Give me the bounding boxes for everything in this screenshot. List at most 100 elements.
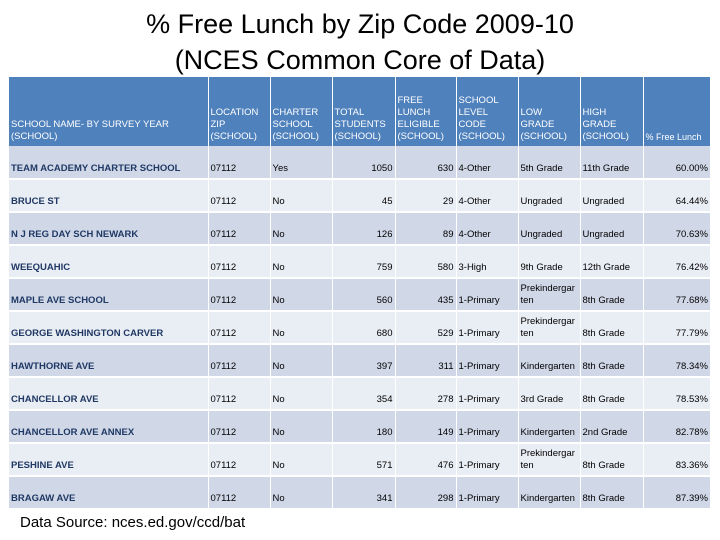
cell-school-level-code: 1-Primary: [456, 311, 519, 345]
cell-low-grade: 9th Grade: [518, 245, 581, 279]
cell-high-grade: 11th Grade: [580, 146, 644, 180]
cell-total-students: 397: [332, 344, 396, 378]
cell-school-level-code: 4-Other: [456, 146, 519, 180]
cell-school-name: CHANCELLOR AVE: [9, 377, 209, 411]
cell-school-name: BRAGAW AVE: [9, 476, 209, 510]
column-header-line: % Free Lunch: [645, 132, 702, 142]
cell-school-level-code: 1-Primary: [456, 344, 519, 378]
column-header-charter-school: CHARTER SCHOOL (SCHOOL): [270, 77, 333, 146]
cell-charter-school: No: [270, 443, 333, 477]
table-header-row: SCHOOL NAME- BY SURVEY YEAR (SCHOOL) LOCAT…: [9, 77, 710, 146]
cell-low-grade: Kindergarten: [518, 410, 581, 444]
cell-total-students: 1050: [332, 146, 396, 180]
table-row: MAPLE AVE SCHOOL 07112 No 560 435 1-Primary Pr…: [9, 278, 710, 312]
cell-pct-free-lunch: 64.44%: [643, 179, 710, 213]
column-header-line: (SCHOOL): [397, 131, 444, 142]
cell-high-grade: 8th Grade: [580, 443, 644, 477]
cell-charter-school: No: [270, 179, 333, 213]
cell-high-grade: 8th Grade: [580, 278, 644, 312]
table-row: HAWTHORNE AVE 07112 No 397 311 1-Primary Kinde…: [9, 344, 710, 378]
cell-high-grade: 2nd Grade: [580, 410, 644, 444]
table-body: TEAM ACADEMY CHARTER SCHOOL 07112 Yes 1050 6…: [9, 146, 710, 510]
cell-low-grade: Ungraded: [518, 179, 581, 213]
cell-charter-school: No: [270, 344, 333, 378]
cell-location-zip: 07112: [208, 410, 271, 444]
cell-free-lunch-eligible: 29: [395, 179, 457, 213]
title-line-2: (NCES Common Core of Data): [174, 45, 546, 75]
column-header-line: LOW GRADE: [520, 107, 555, 130]
cell-location-zip: 07112: [208, 476, 271, 510]
cell-low-grade: 5th Grade: [518, 146, 581, 180]
column-header-line: SCHOOL: [458, 95, 499, 106]
cell-pct-free-lunch: 70.63%: [643, 212, 710, 246]
cell-high-grade: 8th Grade: [580, 476, 644, 510]
cell-free-lunch-eligible: 529: [395, 311, 457, 345]
cell-total-students: 759: [332, 245, 396, 279]
column-header-pct-free-lunch: % Free Lunch: [643, 77, 710, 146]
cell-school-level-code: 1-Primary: [456, 377, 519, 411]
table-row: BRUCE ST 07112 No 45 29 4-Other Ungraded Ungrad…: [9, 179, 710, 213]
cell-free-lunch-eligible: 630: [395, 146, 457, 180]
title-line-1: % Free Lunch by Zip Code 2009-10: [146, 9, 574, 39]
cell-free-lunch-eligible: 311: [395, 344, 457, 378]
cell-location-zip: 07112: [208, 377, 271, 411]
cell-low-grade: Kindergarten: [518, 476, 581, 510]
column-header-school-level-code: SCHOOL LEVEL CODE (SCHOOL): [456, 77, 519, 146]
column-header-line: FREE LUNCH: [397, 95, 431, 118]
slide-title: % Free Lunch by Zip Code 2009-10 (NCES C…: [0, 6, 720, 78]
cell-school-name: TEAM ACADEMY CHARTER SCHOOL: [9, 146, 209, 180]
cell-low-grade: 3rd Grade: [518, 377, 581, 411]
cell-pct-free-lunch: 87.39%: [643, 476, 710, 510]
column-header-line: (SCHOOL): [458, 131, 505, 142]
cell-total-students: 571: [332, 443, 396, 477]
column-header-line: (SCHOOL): [520, 131, 567, 142]
column-header-line: (SCHOOL): [582, 131, 629, 142]
cell-school-name: BRUCE ST: [9, 179, 209, 213]
cell-charter-school: No: [270, 311, 333, 345]
cell-low-grade: Kindergarten: [518, 344, 581, 378]
cell-pct-free-lunch: 78.53%: [643, 377, 710, 411]
cell-location-zip: 07112: [208, 344, 271, 378]
cell-school-level-code: 1-Primary: [456, 476, 519, 510]
column-header-line: (SCHOOL): [210, 131, 257, 142]
cell-total-students: 45: [332, 179, 396, 213]
column-header-line: ELIGIBLE: [397, 119, 440, 130]
cell-charter-school: Yes: [270, 146, 333, 180]
cell-school-level-code: 1-Primary: [456, 443, 519, 477]
column-header-line: CHARTER: [272, 107, 319, 118]
cell-free-lunch-eligible: 476: [395, 443, 457, 477]
cell-high-grade: Ungraded: [580, 212, 644, 246]
cell-school-level-code: 3-High: [456, 245, 519, 279]
table-row: N J REG DAY SCH NEWARK 07112 No 126 89 4-Othe…: [9, 212, 710, 246]
cell-pct-free-lunch: 77.68%: [643, 278, 710, 312]
cell-school-name: N J REG DAY SCH NEWARK: [9, 212, 209, 246]
cell-total-students: 560: [332, 278, 396, 312]
column-header-line: LOCATION: [210, 107, 259, 118]
cell-charter-school: No: [270, 410, 333, 444]
cell-school-name: MAPLE AVE SCHOOL: [9, 278, 209, 312]
cell-total-students: 180: [332, 410, 396, 444]
cell-total-students: 354: [332, 377, 396, 411]
column-header-line: (SCHOOL): [334, 131, 381, 142]
cell-school-name: WEEQUAHIC: [9, 245, 209, 279]
cell-high-grade: 8th Grade: [580, 344, 644, 378]
cell-pct-free-lunch: 78.34%: [643, 344, 710, 378]
column-header-line: HIGH GRADE: [582, 107, 617, 130]
cell-location-zip: 07112: [208, 443, 271, 477]
cell-school-name: PESHINE AVE: [9, 443, 209, 477]
cell-high-grade: 8th Grade: [580, 377, 644, 411]
cell-low-grade: Prekindergarten: [518, 278, 581, 312]
cell-free-lunch-eligible: 298: [395, 476, 457, 510]
cell-pct-free-lunch: 60.00%: [643, 146, 710, 180]
cell-school-level-code: 1-Primary: [456, 410, 519, 444]
column-header-line: (SCHOOL): [11, 131, 58, 142]
cell-charter-school: No: [270, 377, 333, 411]
cell-location-zip: 07112: [208, 146, 271, 180]
cell-school-name: HAWTHORNE AVE: [9, 344, 209, 378]
cell-free-lunch-eligible: 278: [395, 377, 457, 411]
cell-charter-school: No: [270, 212, 333, 246]
table-row: CHANCELLOR AVE 07112 No 354 278 1-Primary 3rd …: [9, 377, 710, 411]
cell-location-zip: 07112: [208, 278, 271, 312]
cell-free-lunch-eligible: 89: [395, 212, 457, 246]
cell-free-lunch-eligible: 149: [395, 410, 457, 444]
